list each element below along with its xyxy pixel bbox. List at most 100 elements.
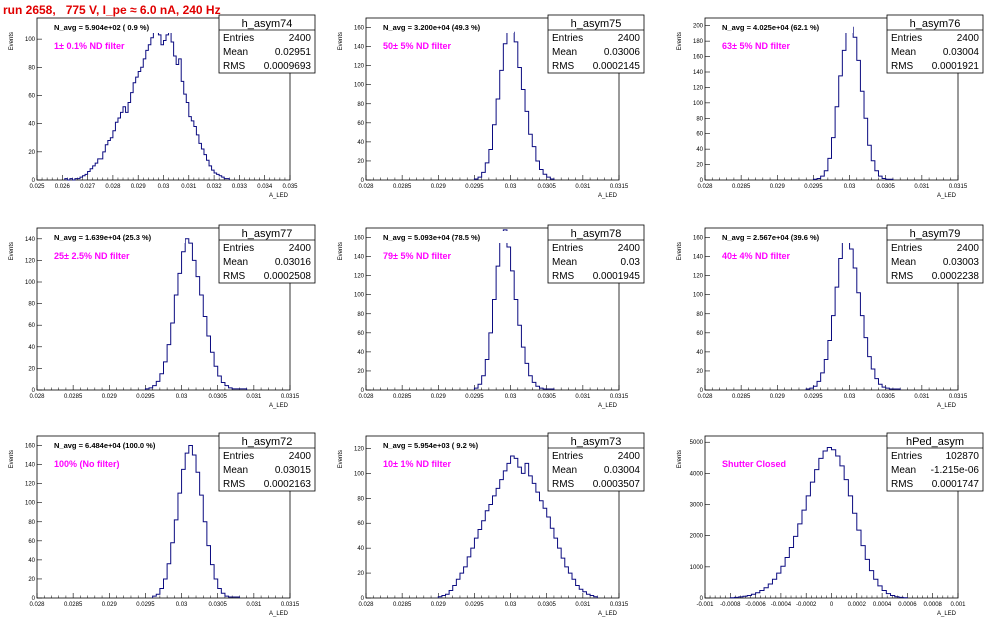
y-tick-label: 120 (354, 64, 365, 70)
x-tick-label: 0.0305 (209, 602, 228, 608)
x-axis-label: A_LED (598, 193, 618, 199)
x-axis-label: A_LED (937, 403, 957, 409)
stat-label: Entries (552, 243, 583, 254)
histogram-bin (153, 386, 157, 390)
plot-frame (365, 17, 620, 181)
x-tick-label: 0.031 (575, 394, 591, 400)
histogram-bin (200, 495, 204, 598)
x-axis-label: A_LED (937, 193, 957, 199)
stat-value: 2400 (289, 451, 312, 462)
histogram-bin (844, 480, 848, 598)
histogram-bin (835, 287, 839, 390)
histogram-bin (789, 548, 793, 598)
histogram-bin (207, 546, 211, 598)
stat-label: Mean (552, 465, 577, 476)
stat-label: RMS (223, 479, 246, 490)
histogram-bin (221, 593, 225, 598)
histogram-bin (210, 352, 214, 390)
y-tick-label: 80 (28, 302, 35, 308)
stat-label: RMS (223, 61, 246, 72)
x-tick-label: 0.027 (80, 184, 96, 190)
y-tick-label: 20 (28, 150, 35, 156)
x-axis-label: A_LED (937, 611, 957, 617)
histogram-panel-h_asym75: 0.028 0.0285 0.029 0.0295 0.03 0.0305 0.031 0.0… (338, 14, 645, 199)
y-tick-label: 20 (28, 577, 35, 583)
histogram-bin (828, 158, 832, 180)
histogram-bin (182, 469, 186, 598)
navg-label: N_avg = 2.567e+04 (39.6 %) (722, 233, 820, 242)
stat-label: Mean (552, 47, 577, 58)
x-tick-label: -0.0002 (796, 602, 817, 608)
navg-box (51, 231, 185, 243)
stats-box-frame (218, 432, 316, 492)
y-tick-label: 60 (696, 331, 703, 337)
x-tick-label: 0.0285 (393, 602, 412, 608)
x-tick-label: 0.034 (257, 184, 273, 190)
stats-box: h_asym79 Entries 2400 Mean 0.03003 RMS 0.00022… (886, 224, 984, 284)
histogram-name: h_asym76 (910, 18, 961, 30)
histogram-bin (785, 558, 789, 599)
histogram-bin (521, 89, 525, 180)
histogram-bin (171, 323, 175, 390)
histogram-bin (225, 386, 229, 390)
histogram-bin (123, 107, 126, 180)
y-tick-label: 60 (696, 132, 703, 138)
y-tick-label: 0 (700, 178, 704, 184)
stat-value: 2400 (957, 243, 980, 254)
histogram-bin (532, 382, 536, 390)
stat-label: Entries (223, 243, 254, 254)
x-tick-label: 0.028 (29, 394, 45, 400)
histogram-bin (810, 482, 814, 598)
histogram-bin (824, 360, 828, 390)
histogram-bin (126, 112, 129, 180)
histogram-bin (485, 163, 489, 180)
y-tick-label: 40 (28, 345, 35, 351)
y-tick-label: 120 (25, 258, 36, 264)
x-tick-label: 0.0305 (209, 394, 228, 400)
histogram-bin (496, 266, 500, 390)
y-axis-label: Events (677, 32, 683, 50)
y-tick-label: 0 (32, 388, 36, 394)
x-tick-label: 0.0004 (873, 602, 892, 608)
navg-label: N_avg = 5.954e+03 ( 9.2 %) (383, 441, 479, 450)
x-tick-label: 0.03 (176, 602, 188, 608)
x-tick-label: 0.032 (207, 184, 223, 190)
histogram-bin (511, 32, 515, 180)
x-tick-label: 0.0315 (281, 602, 300, 608)
histogram-bin (478, 529, 482, 598)
x-tick-label: 0.0305 (877, 184, 896, 190)
stat-value: 0.0001921 (932, 61, 980, 72)
stat-label: Mean (891, 465, 916, 476)
y-tick-label: 60 (28, 539, 35, 545)
y-axis-label: Events (9, 32, 15, 50)
stat-value: 0.03004 (943, 47, 980, 58)
y-tick-label: 120 (354, 274, 365, 280)
x-tick-label: 0.03 (176, 394, 188, 400)
histogram-bin (536, 161, 540, 180)
histogram-bin (868, 357, 872, 390)
y-tick-label: 0 (700, 388, 704, 394)
y-tick-label: 0 (361, 178, 365, 184)
histogram-bin (192, 455, 196, 598)
histogram-bin (861, 546, 865, 598)
histogram-bin (835, 107, 839, 180)
stat-value: 2400 (618, 243, 641, 254)
y-tick-label: 1000 (690, 565, 704, 571)
x-tick-label: 0.0305 (538, 394, 557, 400)
x-axis-label: A_LED (598, 611, 618, 617)
histogram-bin (514, 42, 518, 180)
histogram-bin (148, 45, 151, 180)
y-tick-label: 0 (361, 388, 365, 394)
histogram-bin (456, 579, 460, 598)
histogram-bin (164, 579, 168, 598)
stat-value: 0.03015 (275, 465, 312, 476)
histogram-bin (181, 81, 184, 180)
y-tick-label: 20 (28, 366, 35, 372)
histogram-bin (543, 508, 547, 598)
histogram-name: h_asym72 (242, 436, 293, 448)
histogram-bin (160, 374, 164, 390)
histogram-bin (496, 488, 500, 598)
y-tick-label: 60 (357, 121, 364, 127)
stat-value: 102870 (946, 451, 980, 462)
histogram-bin (840, 466, 844, 598)
